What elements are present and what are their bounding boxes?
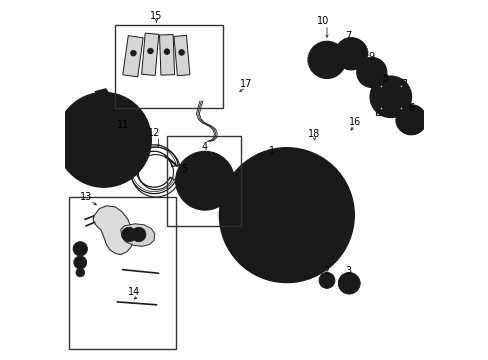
Circle shape bbox=[305, 210, 315, 220]
Text: 17: 17 bbox=[240, 79, 252, 89]
Circle shape bbox=[257, 210, 267, 220]
Circle shape bbox=[281, 210, 291, 220]
Circle shape bbox=[296, 210, 306, 220]
Text: 4: 4 bbox=[201, 142, 207, 152]
Text: 5: 5 bbox=[181, 163, 187, 174]
Text: 7: 7 bbox=[345, 31, 351, 41]
Text: 3: 3 bbox=[345, 266, 351, 276]
Text: 14: 14 bbox=[128, 287, 140, 297]
Circle shape bbox=[296, 210, 306, 220]
Circle shape bbox=[305, 218, 315, 228]
Circle shape bbox=[134, 230, 142, 239]
Bar bbox=[375, 79, 405, 115]
Circle shape bbox=[265, 194, 308, 237]
Circle shape bbox=[77, 270, 83, 275]
Circle shape bbox=[335, 38, 367, 70]
Text: 15: 15 bbox=[150, 11, 163, 21]
Text: 8: 8 bbox=[382, 74, 387, 84]
Text: 11: 11 bbox=[117, 121, 129, 130]
Text: 6: 6 bbox=[407, 103, 413, 113]
Polygon shape bbox=[95, 89, 110, 100]
Circle shape bbox=[163, 49, 169, 54]
Circle shape bbox=[272, 201, 301, 229]
Circle shape bbox=[361, 62, 381, 82]
Circle shape bbox=[131, 227, 145, 242]
Circle shape bbox=[401, 111, 420, 129]
Circle shape bbox=[356, 57, 386, 87]
Circle shape bbox=[57, 93, 151, 187]
Circle shape bbox=[281, 236, 291, 246]
Polygon shape bbox=[93, 206, 133, 255]
Circle shape bbox=[257, 210, 267, 220]
Bar bbox=[167, 136, 241, 226]
Circle shape bbox=[76, 258, 84, 267]
Text: 10: 10 bbox=[317, 17, 329, 27]
Circle shape bbox=[76, 244, 85, 253]
Circle shape bbox=[305, 210, 315, 220]
Text: 9: 9 bbox=[368, 52, 374, 62]
Polygon shape bbox=[121, 224, 155, 246]
Text: 18: 18 bbox=[307, 129, 320, 139]
Circle shape bbox=[379, 86, 401, 108]
Text: 12: 12 bbox=[148, 128, 160, 138]
Circle shape bbox=[219, 148, 353, 283]
Circle shape bbox=[369, 76, 411, 118]
Circle shape bbox=[90, 126, 117, 153]
Circle shape bbox=[257, 218, 267, 228]
Circle shape bbox=[314, 48, 339, 72]
Text: 1: 1 bbox=[269, 145, 275, 156]
Circle shape bbox=[322, 276, 330, 285]
Circle shape bbox=[266, 189, 276, 199]
Circle shape bbox=[147, 48, 153, 54]
Circle shape bbox=[281, 185, 291, 195]
Circle shape bbox=[184, 160, 225, 202]
Circle shape bbox=[266, 210, 276, 220]
Bar bbox=[159, 35, 174, 75]
Circle shape bbox=[395, 105, 426, 135]
Circle shape bbox=[76, 268, 84, 277]
Circle shape bbox=[308, 41, 345, 78]
Text: 16: 16 bbox=[348, 117, 360, 127]
Circle shape bbox=[192, 168, 217, 193]
Circle shape bbox=[122, 227, 136, 242]
Bar bbox=[69, 197, 175, 348]
Text: 2: 2 bbox=[323, 266, 329, 276]
Circle shape bbox=[252, 181, 320, 249]
Circle shape bbox=[130, 50, 136, 56]
Circle shape bbox=[296, 189, 306, 199]
Circle shape bbox=[179, 50, 184, 55]
Circle shape bbox=[305, 202, 315, 212]
Circle shape bbox=[266, 210, 276, 220]
Circle shape bbox=[183, 159, 226, 202]
Circle shape bbox=[257, 202, 267, 212]
Bar bbox=[122, 36, 143, 77]
Circle shape bbox=[296, 231, 306, 241]
Circle shape bbox=[198, 174, 211, 187]
Bar bbox=[115, 25, 223, 108]
Circle shape bbox=[124, 230, 133, 239]
Circle shape bbox=[342, 277, 355, 290]
Circle shape bbox=[74, 256, 86, 269]
Circle shape bbox=[338, 273, 359, 294]
Bar bbox=[174, 35, 189, 76]
Circle shape bbox=[319, 273, 334, 288]
Circle shape bbox=[281, 210, 291, 220]
Text: 13: 13 bbox=[80, 192, 92, 202]
Circle shape bbox=[78, 114, 129, 166]
Circle shape bbox=[226, 155, 346, 275]
Circle shape bbox=[73, 242, 87, 256]
Circle shape bbox=[184, 160, 225, 202]
Circle shape bbox=[175, 151, 234, 210]
Circle shape bbox=[266, 231, 276, 241]
Circle shape bbox=[341, 44, 361, 64]
Bar bbox=[142, 33, 159, 76]
